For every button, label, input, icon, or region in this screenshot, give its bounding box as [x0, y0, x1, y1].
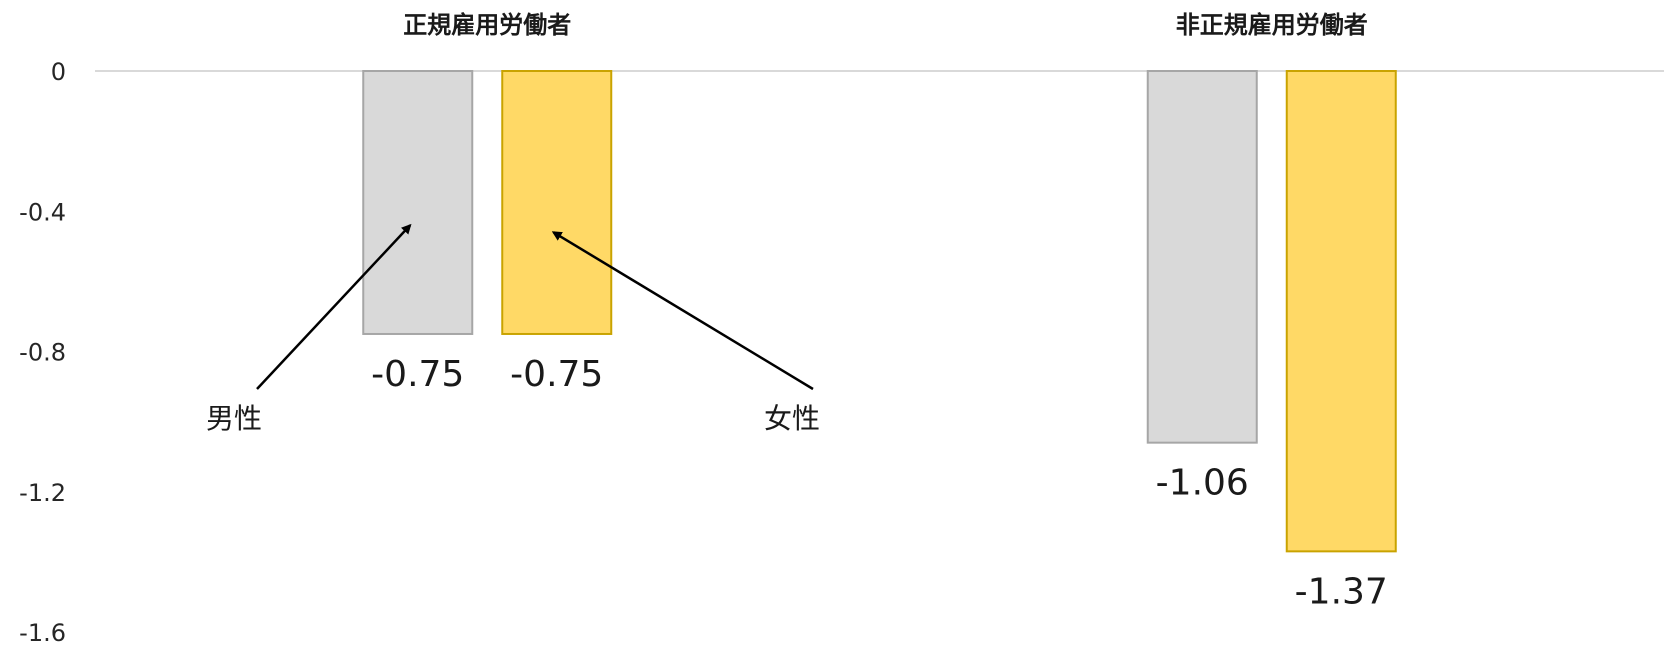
category-label: 正規雇用労働者	[403, 11, 571, 39]
data-label: -1.37	[1295, 571, 1388, 612]
bar-female	[501, 70, 613, 335]
y-tick-label: 0	[51, 58, 66, 86]
bar-male	[362, 70, 474, 335]
annotation-label: 女性	[764, 402, 820, 435]
y-tick-label: -0.4	[19, 198, 66, 226]
bar-female	[1285, 70, 1397, 553]
annotation-arrow	[551, 231, 814, 391]
bar-male	[1146, 70, 1258, 444]
y-tick-label: -1.6	[19, 619, 66, 645]
y-tick-label: -0.8	[19, 339, 66, 367]
category-label: 非正規雇用労働者	[1176, 11, 1368, 39]
annotation-label: 男性	[206, 402, 262, 435]
data-label: -0.75	[371, 354, 464, 395]
annotation-arrow	[256, 223, 412, 390]
data-label: -1.06	[1156, 463, 1249, 504]
data-label: -0.75	[510, 354, 603, 395]
y-tick-label: -1.2	[19, 479, 66, 507]
